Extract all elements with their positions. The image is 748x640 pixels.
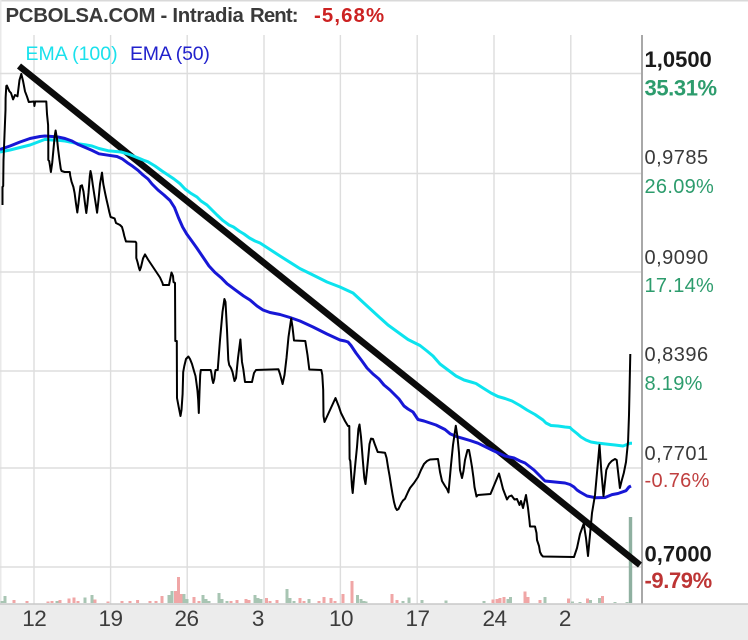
svg-text:35.31%: 35.31% (645, 76, 717, 101)
svg-text:17.14%: 17.14% (645, 275, 715, 297)
svg-text:26: 26 (174, 606, 198, 631)
svg-text:3: 3 (252, 606, 264, 631)
svg-text:0,7000: 0,7000 (645, 542, 712, 567)
svg-text:-0.76%: -0.76% (645, 470, 710, 492)
svg-text:0,9090: 0,9090 (645, 247, 709, 269)
svg-text:EMA (100): EMA (100) (26, 43, 118, 65)
svg-text:-5,68%: -5,68% (314, 5, 385, 27)
svg-text:8.19%: 8.19% (645, 373, 703, 395)
svg-text:0,9785: 0,9785 (645, 147, 709, 169)
svg-text:-9.79%: -9.79% (645, 568, 712, 593)
svg-text:17: 17 (405, 606, 429, 631)
svg-text:26.09%: 26.09% (645, 176, 715, 198)
svg-text:0,7701: 0,7701 (645, 443, 709, 465)
svg-text:12: 12 (22, 606, 46, 631)
svg-text:1,0500: 1,0500 (645, 47, 712, 72)
svg-text:Rent:: Rent: (250, 5, 298, 27)
svg-text:PCBOLSA.COM - Intradia: PCBOLSA.COM - Intradia (6, 5, 245, 27)
svg-text:2: 2 (559, 606, 571, 631)
svg-text:0,8396: 0,8396 (645, 344, 709, 366)
svg-text:10: 10 (329, 606, 353, 631)
svg-text:EMA (50): EMA (50) (130, 43, 210, 65)
svg-text:24: 24 (482, 606, 506, 631)
svg-text:19: 19 (98, 606, 122, 631)
